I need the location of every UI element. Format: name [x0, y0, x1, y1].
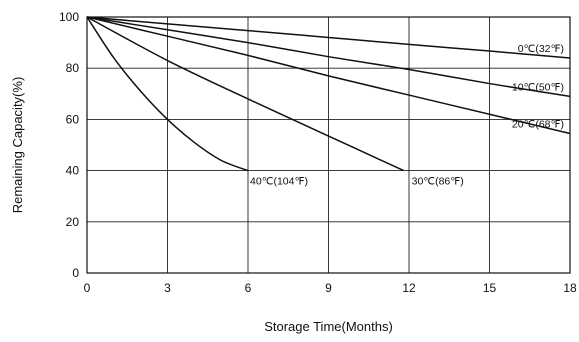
x-tick-label: 0 — [84, 281, 91, 295]
series-line-1 — [86, 16, 571, 98]
series-line-0 — [86, 16, 571, 59]
plot-frame — [86, 16, 571, 274]
series-label-2: 20℃(68℉) — [512, 118, 564, 130]
gridlines — [86, 16, 571, 274]
series-line-4 — [86, 16, 249, 172]
series-line-3 — [86, 16, 404, 172]
y-tick-label: 20 — [66, 215, 80, 229]
series-lines — [86, 16, 571, 172]
x-tick-label: 3 — [164, 281, 171, 295]
y-tick-label: 40 — [66, 164, 80, 178]
tick-labels: 0 3 6 9 12 15 18 0 20 40 60 80 100 — [59, 10, 577, 295]
y-axis-title: Remaining Capacity(%) — [10, 77, 25, 214]
series-label-1: 10℃(50℉) — [512, 81, 564, 93]
y-tick-label: 0 — [72, 266, 79, 280]
x-axis-title: Storage Time(Months) — [264, 319, 393, 334]
x-tick-label: 15 — [483, 281, 497, 295]
series-line-2 — [86, 16, 571, 135]
x-tick-label: 9 — [325, 281, 332, 295]
series-label-4: 40℃(104℉) — [250, 176, 308, 188]
x-tick-label: 18 — [563, 281, 577, 295]
x-tick-label: 12 — [402, 281, 416, 295]
x-tick-label: 6 — [245, 281, 252, 295]
series-label-3: 30℃(86℉) — [412, 176, 464, 188]
series-labels: 0℃(32℉) 10℃(50℉) 20℃(68℉) 30℃(86℉) 40℃(104℉) — [250, 43, 564, 188]
y-tick-label: 60 — [66, 112, 80, 126]
y-tick-label: 100 — [59, 10, 79, 24]
series-label-0: 0℃(32℉) — [518, 43, 564, 55]
y-tick-label: 80 — [66, 61, 80, 75]
